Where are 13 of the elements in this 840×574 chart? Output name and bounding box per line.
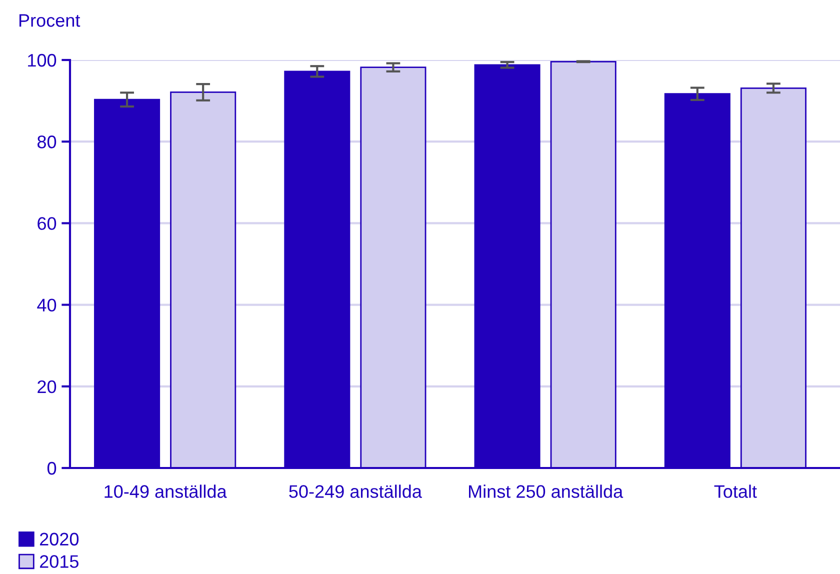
legend-label: 2015	[40, 555, 78, 568]
y-tick-label: 20	[38, 380, 56, 394]
x-tick-label: 10-49 anställda	[104, 484, 227, 498]
y-tick-label: 60	[38, 217, 56, 230]
y-tick-label: 80	[38, 136, 56, 148]
y-axis-title: Procent	[19, 14, 80, 27]
x-tick-label: Totalt	[714, 484, 757, 498]
x-tick-label: 50-249 anställda	[289, 484, 422, 498]
y-tick-label: 100	[28, 54, 56, 67]
y-tick-label: 40	[37, 298, 56, 312]
y-tick-label: 0	[47, 462, 56, 475]
x-tick-label: Minst 250 anställda	[469, 484, 624, 498]
legend-label: 2020	[40, 532, 79, 546]
